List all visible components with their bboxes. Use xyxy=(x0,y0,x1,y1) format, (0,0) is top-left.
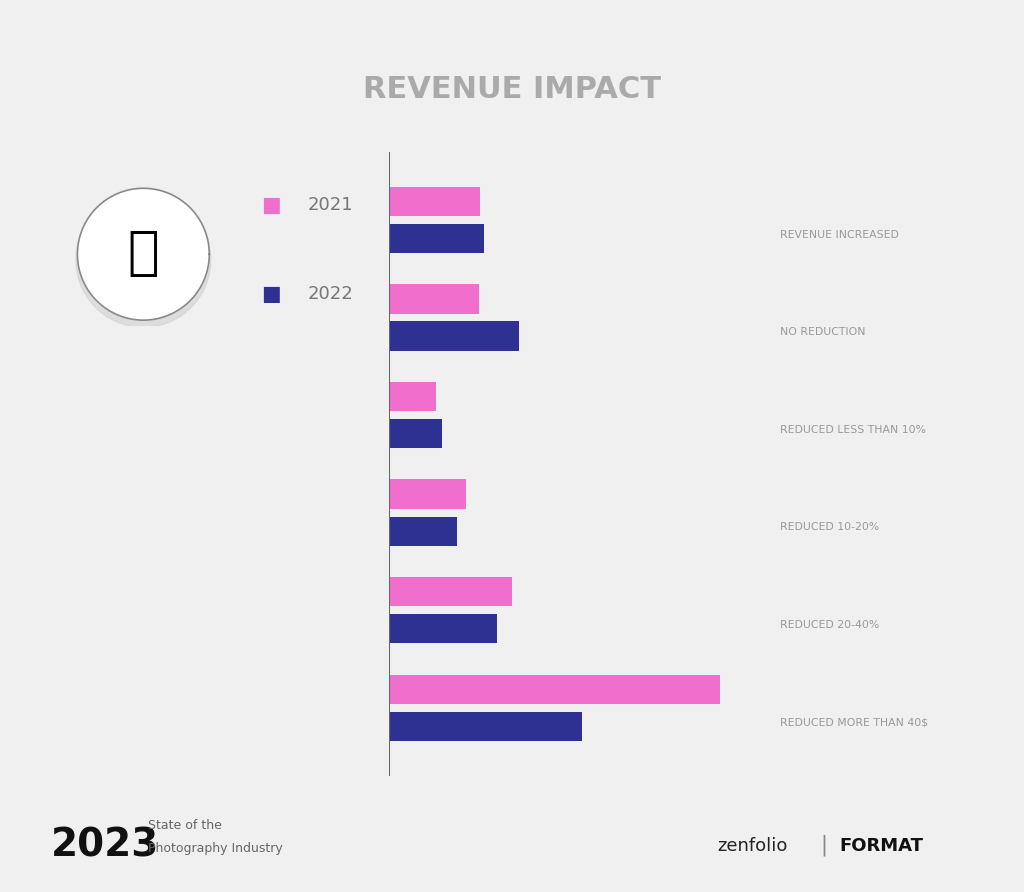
Bar xyxy=(389,419,442,448)
Text: 2022: 2022 xyxy=(307,285,353,303)
Text: 11.8%: 11.8% xyxy=(424,292,475,307)
Polygon shape xyxy=(76,193,211,327)
Text: NO REDUCTION: NO REDUCTION xyxy=(780,327,865,337)
Text: 16.2%: 16.2% xyxy=(458,584,509,599)
Text: 14.2%: 14.2% xyxy=(442,621,494,636)
Text: REDUCED 20-40%: REDUCED 20-40% xyxy=(780,620,880,630)
Text: 12.5%: 12.5% xyxy=(430,231,481,246)
Bar xyxy=(389,285,478,314)
Text: REVENUE INCREASED: REVENUE INCREASED xyxy=(780,229,899,240)
Text: REVENUE IMPACT: REVENUE IMPACT xyxy=(362,75,662,103)
Text: ■: ■ xyxy=(261,195,281,215)
Text: zenfolio: zenfolio xyxy=(717,837,787,855)
Text: 7.0%: 7.0% xyxy=(398,426,439,442)
Text: 43.6%: 43.6% xyxy=(666,681,717,697)
Bar xyxy=(389,382,436,411)
Text: Photography Industry: Photography Industry xyxy=(148,841,284,855)
Text: REDUCED LESS THAN 10%: REDUCED LESS THAN 10% xyxy=(780,425,927,434)
Text: 10.2%: 10.2% xyxy=(413,486,464,501)
Bar xyxy=(389,480,466,508)
Text: ■: ■ xyxy=(261,285,281,304)
Text: 8.9%: 8.9% xyxy=(413,524,454,539)
Text: REDUCED 10-20%: REDUCED 10-20% xyxy=(780,522,880,533)
Text: REDUCED MORE THAN 40$: REDUCED MORE THAN 40$ xyxy=(780,717,929,727)
Bar xyxy=(389,712,582,741)
Text: Ⓢ: Ⓢ xyxy=(128,227,159,279)
Bar xyxy=(389,674,720,704)
Bar xyxy=(389,186,480,216)
Text: 2021: 2021 xyxy=(307,196,353,214)
Polygon shape xyxy=(78,188,209,320)
Text: 25.4%: 25.4% xyxy=(527,719,579,734)
Bar xyxy=(389,321,519,351)
Text: State of the: State of the xyxy=(148,819,222,832)
Bar xyxy=(389,516,457,546)
Text: 12%: 12% xyxy=(442,194,477,209)
Bar xyxy=(389,577,512,607)
Text: FORMAT: FORMAT xyxy=(840,837,924,855)
Bar xyxy=(389,614,497,643)
Text: 17.1%: 17.1% xyxy=(465,328,516,343)
Text: 6.2%: 6.2% xyxy=(392,389,433,404)
Text: |: | xyxy=(821,835,827,856)
Text: 2023: 2023 xyxy=(51,827,160,864)
Bar xyxy=(389,224,484,253)
